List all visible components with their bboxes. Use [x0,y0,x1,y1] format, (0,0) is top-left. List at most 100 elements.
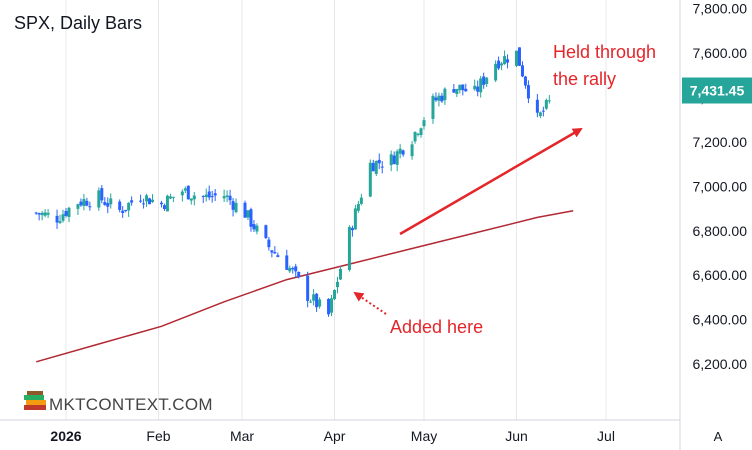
candle [330,294,334,317]
candle [85,197,89,207]
candle [389,150,393,172]
x-tick-label: Mar [230,428,254,444]
candle [249,207,253,232]
candle [139,194,143,203]
candle [347,225,351,272]
candle [34,211,38,215]
candle [222,189,226,203]
candle [479,75,483,98]
candle [243,200,247,218]
candles [34,47,551,317]
candle [180,189,184,202]
candle [359,193,363,206]
candle [264,224,268,240]
candle [270,249,274,258]
candle [288,265,292,273]
candle [437,92,441,107]
candle [267,236,271,251]
candle [61,209,65,223]
candle [192,191,196,206]
y-tick-label: 6,400.00 [693,312,748,328]
x-tick-label: Feb [146,428,170,444]
candle [168,193,172,200]
auto-scale-button[interactable]: A [707,425,729,447]
annotation-held: Held through the rally [399,42,656,236]
candle [189,198,193,205]
candle [371,159,375,172]
candle [37,212,41,221]
candle [422,117,426,130]
candle [106,197,110,214]
candle [401,149,405,157]
candle [503,50,507,65]
x-tick-label: May [411,428,437,444]
candle [46,209,50,218]
candle [306,271,310,308]
y-tick-label: 7,800.00 [693,1,748,17]
candle [333,289,337,301]
candle [419,127,423,138]
candle [318,297,322,309]
candle [142,198,146,209]
x-tick-label: Jul [597,428,615,444]
candle [252,220,256,232]
stacked-books-icon [24,391,46,410]
candle [103,197,107,206]
candle [255,223,259,235]
auto-scale-label[interactable]: A [714,429,723,444]
candle [335,276,339,294]
candle [109,193,113,209]
candle [473,79,477,91]
y-tick-label: 7,000.00 [693,178,748,194]
candle [309,299,313,303]
x-axis[interactable]: 2026 Feb Mar Apr May Jun Jul [50,428,615,444]
candle [82,193,86,211]
candle [183,186,187,194]
candle [517,47,521,66]
candle [171,196,175,203]
arrow-added [353,291,387,315]
candle [500,61,504,71]
candle [273,246,277,255]
candle [186,185,190,200]
candle [476,80,480,97]
candle [377,153,381,170]
y-axis[interactable]: 7,800.007,600.007,400.007,200.007,000.00… [693,1,748,372]
candle [127,202,131,217]
y-tick-label: 7,200.00 [693,134,748,150]
candle [523,75,527,89]
candle [482,72,486,89]
candle [455,88,459,98]
candle [201,195,205,203]
candle [312,289,316,306]
y-tick-label: 6,200.00 [693,356,748,372]
candle [464,83,468,92]
last-price-tag [682,77,752,104]
brand-logo: MKTCONTEXT.COM [24,391,213,414]
ma-line [35,210,574,363]
candle [100,185,104,204]
annotation-held-line1: Held through [553,42,656,62]
candle [368,159,372,198]
candle [535,93,539,118]
candle [124,209,128,213]
candle [55,209,59,229]
candle [380,160,384,174]
candle [159,200,163,208]
candle [353,204,357,230]
candle [443,87,447,105]
grid [65,0,607,420]
arrow-held [399,127,583,236]
candle [207,185,211,201]
candle [294,263,298,278]
candle [213,189,217,202]
candle [67,206,71,223]
candle [88,201,92,211]
candle [514,50,518,68]
price-tag: 7,431.45 [682,77,752,104]
candle [338,266,342,280]
candle [458,84,462,94]
candle [64,208,68,218]
candle [297,271,301,279]
